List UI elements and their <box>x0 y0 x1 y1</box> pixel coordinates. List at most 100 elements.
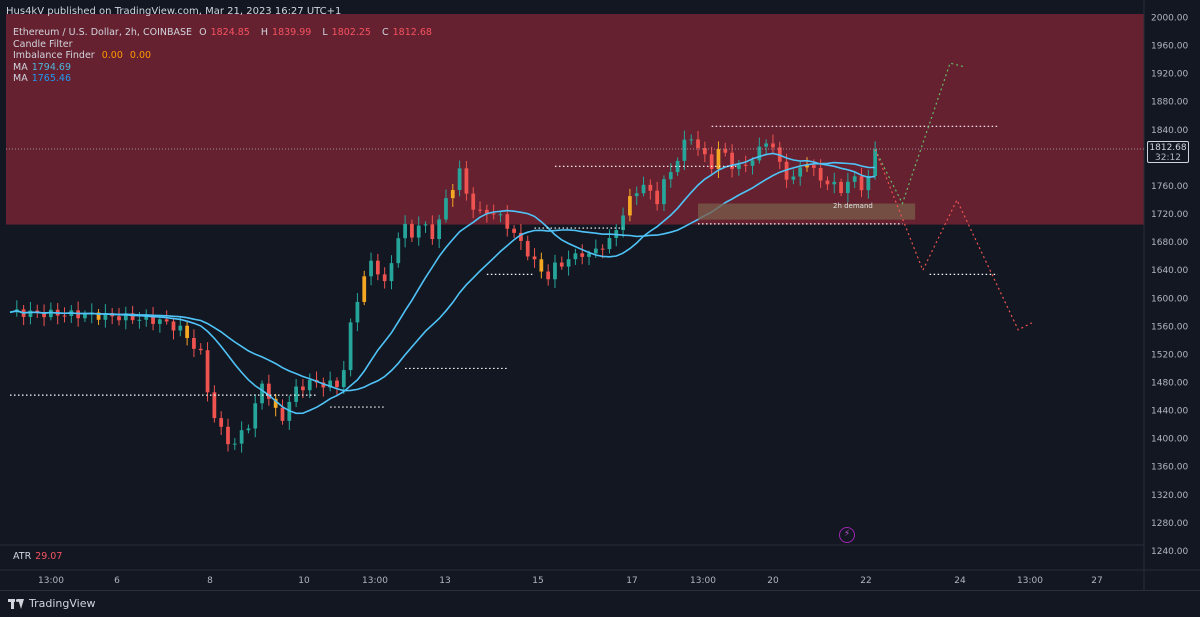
candle-body <box>730 152 734 169</box>
x-tick-label: 6 <box>114 576 120 586</box>
bear-projection <box>874 149 1033 331</box>
candle-body <box>519 232 523 241</box>
y-tick-label: 1440.00 <box>1151 407 1188 417</box>
y-tick-label: 1600.00 <box>1151 294 1188 304</box>
candle-body <box>825 180 830 185</box>
candle-body <box>192 338 196 349</box>
candle-body <box>410 223 414 238</box>
x-tick-label: 22 <box>860 576 871 586</box>
candle-body <box>798 167 803 177</box>
candle-body <box>839 181 843 194</box>
candle-body <box>205 350 210 393</box>
candle-body <box>471 193 476 210</box>
candle-body <box>171 321 176 331</box>
candle-body <box>621 215 625 231</box>
y-tick-label: 1480.00 <box>1151 378 1188 388</box>
candle-body <box>859 176 864 191</box>
candle-body <box>805 165 809 168</box>
imbalance-row[interactable]: Imbalance Finder 0.00 0.00 <box>13 50 152 62</box>
candle-body <box>491 213 496 215</box>
tradingview-logo[interactable]: TradingView <box>8 597 95 610</box>
candle-body <box>362 276 367 302</box>
candle-body <box>416 225 421 238</box>
x-tick-label: 13:00 <box>690 576 716 586</box>
symbol-title[interactable]: Ethereum / U.S. Dollar, 2h, COINBASE <box>13 27 193 38</box>
candle-body <box>573 253 578 260</box>
ma2-row[interactable]: MA 1765.46 <box>13 73 71 85</box>
candle-body <box>185 325 189 339</box>
candle-body <box>696 139 700 149</box>
candle-body <box>743 164 748 166</box>
y-tick-label: 1760.00 <box>1151 182 1188 192</box>
y-tick-label: 1640.00 <box>1151 266 1188 276</box>
candle-body <box>437 219 442 240</box>
candle-body <box>328 380 333 388</box>
ma1-row[interactable]: MA 1794.69 <box>13 61 71 73</box>
candle-body <box>723 149 728 153</box>
bull-projection <box>874 62 964 206</box>
y-tick-label: 1320.00 <box>1151 491 1188 501</box>
candle-body <box>628 196 632 216</box>
y-tick-label: 1960.00 <box>1151 42 1188 52</box>
bolt-icon[interactable]: ⚡ <box>839 527 855 543</box>
candle-body <box>478 209 482 211</box>
candle-body <box>546 271 551 280</box>
candle-body <box>117 316 121 321</box>
low-value: 1802.25 <box>331 27 371 38</box>
publisher-line: Hus4kV published on TradingView.com, Mar… <box>6 6 342 17</box>
candle-body <box>321 382 326 388</box>
candle-body <box>525 240 530 257</box>
symbol-row: Ethereum / U.S. Dollar, 2h, COINBASE O 18… <box>13 27 432 38</box>
candle-body <box>83 314 87 319</box>
x-tick-label: 10 <box>298 576 310 586</box>
x-tick-label: 24 <box>954 576 966 586</box>
demand-zone-label: 2h demand <box>833 202 873 210</box>
candle-body <box>96 312 101 320</box>
candle-body <box>280 407 285 421</box>
candle-body <box>600 248 605 250</box>
candle-body <box>253 403 258 429</box>
atr-legend[interactable]: ATR 29.07 <box>13 551 63 562</box>
candle-body <box>273 398 278 408</box>
ma-line-slow <box>9 161 876 392</box>
candle-body <box>559 262 564 267</box>
chart-canvas[interactable]: 2000.001960.001920.001880.001840.001800.… <box>0 0 1200 590</box>
candle-body <box>307 379 312 391</box>
candle-body <box>382 274 387 282</box>
ma-line-fast <box>9 152 876 415</box>
y-tick-label: 1520.00 <box>1151 350 1188 360</box>
candle-body <box>266 383 271 399</box>
x-tick-label: 15 <box>532 576 543 586</box>
candle-body <box>737 164 741 169</box>
candle-body <box>164 319 169 322</box>
candle-body <box>151 315 155 324</box>
candle-body <box>389 263 394 282</box>
y-tick-label: 1280.00 <box>1151 519 1188 529</box>
candle-body <box>301 386 305 391</box>
candle-body <box>852 176 857 182</box>
y-tick-label: 1680.00 <box>1151 238 1188 248</box>
candle-body <box>791 176 796 180</box>
candle-body <box>157 319 162 324</box>
candle-body <box>512 228 516 233</box>
candle-body <box>430 224 435 240</box>
candle-body <box>832 181 837 185</box>
candle-body <box>375 260 380 275</box>
candle-body <box>130 313 135 321</box>
x-tick-label: 13:00 <box>1017 576 1043 586</box>
candle-body <box>498 214 503 216</box>
candle-body <box>689 139 694 141</box>
candle-body <box>750 160 755 166</box>
candle-body <box>505 214 510 229</box>
x-tick-label: 17 <box>626 576 637 586</box>
y-tick-label: 1840.00 <box>1151 126 1188 136</box>
candle-body <box>348 322 353 371</box>
candle-body <box>662 179 666 205</box>
y-tick-label: 1560.00 <box>1151 322 1188 332</box>
y-tick-label: 1240.00 <box>1151 547 1188 557</box>
candle-body <box>771 143 775 148</box>
candle-body <box>198 348 203 351</box>
candle-body <box>553 262 557 280</box>
candle-body <box>294 386 298 402</box>
candle-filter-row[interactable]: Candle Filter <box>13 38 73 50</box>
